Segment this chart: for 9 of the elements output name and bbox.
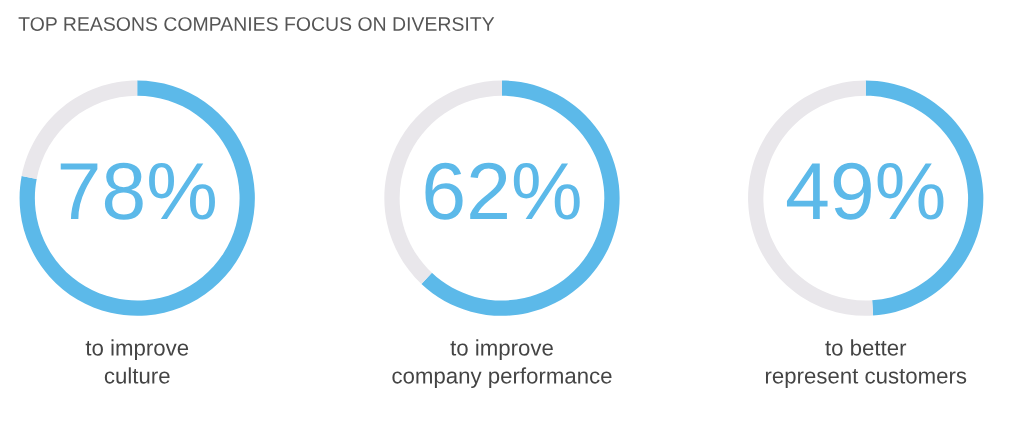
slice-label: to improve culture bbox=[85, 339, 189, 384]
slice-label: to better represent customers bbox=[765, 339, 967, 389]
donut-slice bbox=[421, 80, 620, 316]
donut-slice bbox=[19, 80, 255, 316]
data-label: 78% bbox=[60, 162, 215, 220]
chart-title: TOP REASONS COMPANIES FOCUS ON DIVERSITY bbox=[18, 17, 495, 31]
slice-label: to improve company performance bbox=[392, 339, 612, 389]
data-label: 62% bbox=[425, 162, 580, 220]
data-label: 49% bbox=[786, 162, 944, 220]
